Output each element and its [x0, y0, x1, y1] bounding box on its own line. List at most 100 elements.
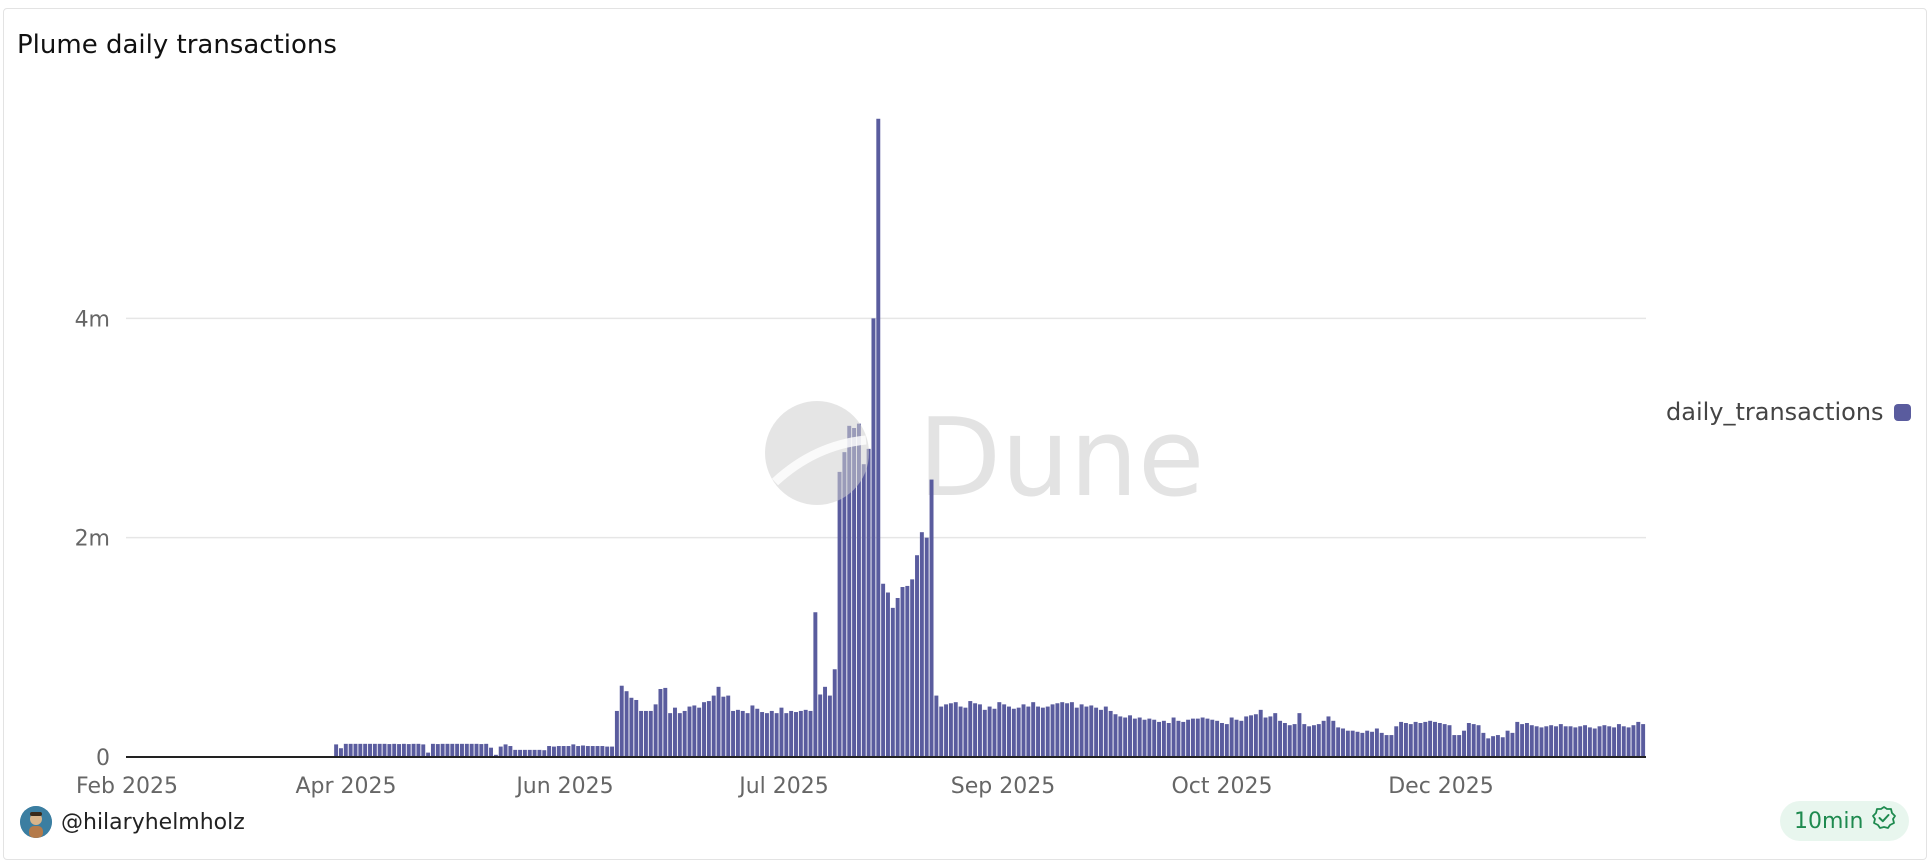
bar[interactable]: [634, 699, 639, 757]
bar[interactable]: [1486, 738, 1491, 757]
bar[interactable]: [1587, 727, 1592, 757]
bar[interactable]: [590, 746, 595, 757]
bar[interactable]: [566, 746, 571, 757]
bar[interactable]: [1050, 704, 1055, 757]
bar[interactable]: [493, 754, 498, 757]
bar[interactable]: [1399, 721, 1404, 757]
bar[interactable]: [890, 607, 895, 757]
bar[interactable]: [1278, 720, 1283, 757]
bar[interactable]: [648, 710, 653, 757]
bar[interactable]: [1428, 720, 1433, 757]
bar[interactable]: [1282, 723, 1287, 757]
bar[interactable]: [784, 713, 789, 757]
bar[interactable]: [1549, 725, 1554, 757]
bar[interactable]: [1331, 720, 1336, 757]
bar[interactable]: [455, 743, 460, 757]
bar[interactable]: [939, 706, 944, 757]
bar[interactable]: [1423, 721, 1428, 757]
bar[interactable]: [818, 694, 823, 757]
bar[interactable]: [1597, 726, 1602, 757]
bar[interactable]: [605, 746, 610, 757]
bar[interactable]: [1045, 706, 1050, 757]
bar[interactable]: [1408, 724, 1413, 757]
legend[interactable]: daily_transactions: [1666, 398, 1911, 426]
bar[interactable]: [823, 686, 828, 757]
bar[interactable]: [585, 746, 590, 757]
bar[interactable]: [1098, 709, 1103, 757]
bar[interactable]: [1263, 717, 1268, 757]
bar[interactable]: [1626, 727, 1631, 757]
bar[interactable]: [992, 708, 997, 757]
bar[interactable]: [1350, 730, 1355, 757]
bar[interactable]: [411, 743, 416, 757]
bar[interactable]: [1641, 724, 1646, 757]
bar[interactable]: [808, 710, 813, 757]
bar[interactable]: [421, 744, 426, 757]
bar[interactable]: [973, 703, 978, 757]
bar[interactable]: [1592, 728, 1597, 757]
bar[interactable]: [1229, 717, 1234, 757]
bar[interactable]: [977, 704, 982, 757]
bar[interactable]: [382, 743, 387, 757]
bar[interactable]: [837, 471, 842, 757]
bar[interactable]: [1268, 716, 1273, 757]
bar[interactable]: [1273, 713, 1278, 757]
bar[interactable]: [1011, 708, 1016, 757]
bar[interactable]: [1437, 723, 1442, 757]
bar[interactable]: [658, 689, 663, 757]
bar[interactable]: [1316, 724, 1321, 757]
bar[interactable]: [1510, 732, 1515, 757]
bar[interactable]: [1186, 719, 1191, 757]
bar[interactable]: [1002, 704, 1007, 757]
bar[interactable]: [1539, 727, 1544, 757]
bar[interactable]: [1036, 706, 1040, 757]
bar[interactable]: [338, 748, 343, 757]
bar[interactable]: [735, 709, 740, 757]
bar[interactable]: [769, 710, 774, 757]
bar[interactable]: [968, 701, 973, 757]
bar[interactable]: [963, 707, 968, 757]
bar[interactable]: [1355, 731, 1360, 757]
bar[interactable]: [542, 750, 547, 757]
bar[interactable]: [803, 709, 808, 757]
bar[interactable]: [1239, 720, 1244, 757]
bar[interactable]: [334, 744, 339, 757]
bar[interactable]: [551, 746, 556, 757]
bar[interactable]: [1040, 707, 1045, 757]
bar[interactable]: [1554, 726, 1558, 757]
bar[interactable]: [377, 743, 382, 757]
bar[interactable]: [1389, 735, 1394, 757]
bar[interactable]: [827, 695, 832, 757]
bar[interactable]: [1374, 728, 1379, 757]
bar[interactable]: [392, 743, 397, 757]
bar[interactable]: [479, 744, 484, 757]
bar[interactable]: [1433, 721, 1437, 757]
bar[interactable]: [1195, 718, 1200, 757]
bar[interactable]: [847, 425, 852, 757]
bar[interactable]: [755, 708, 760, 757]
bar[interactable]: [1563, 726, 1568, 757]
bar[interactable]: [430, 743, 435, 757]
bar[interactable]: [1142, 719, 1147, 757]
bar[interactable]: [1152, 719, 1157, 757]
bar[interactable]: [406, 744, 411, 757]
bar[interactable]: [489, 747, 493, 757]
bar[interactable]: [919, 532, 924, 757]
bar[interactable]: [764, 713, 769, 757]
bar[interactable]: [460, 743, 464, 757]
bar[interactable]: [1171, 717, 1176, 757]
bar[interactable]: [1544, 726, 1549, 757]
bar[interactable]: [1403, 723, 1408, 757]
bar[interactable]: [556, 746, 561, 757]
bar[interactable]: [900, 587, 905, 757]
bar[interactable]: [905, 585, 910, 757]
bar[interactable]: [1442, 724, 1447, 757]
bar[interactable]: [619, 685, 624, 757]
bar[interactable]: [1621, 726, 1626, 757]
bar[interactable]: [474, 743, 479, 757]
bar[interactable]: [1341, 728, 1345, 757]
bar[interactable]: [1118, 716, 1123, 757]
bar[interactable]: [706, 701, 711, 757]
bar[interactable]: [440, 743, 445, 757]
bar[interactable]: [571, 744, 576, 757]
